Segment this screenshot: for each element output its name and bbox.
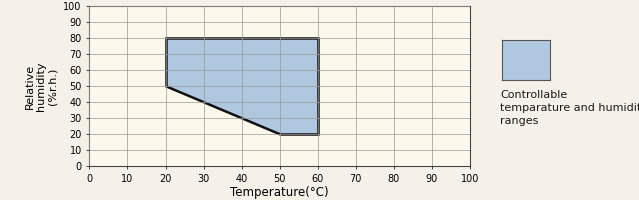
Text: Controllable
temparature and humidity
ranges: Controllable temparature and humidity ra… [500, 90, 639, 126]
Y-axis label: Relative
humidity
(%r.h.): Relative humidity (%r.h.) [25, 61, 58, 111]
X-axis label: Temperature(°C): Temperature(°C) [230, 186, 329, 199]
Polygon shape [166, 38, 318, 134]
